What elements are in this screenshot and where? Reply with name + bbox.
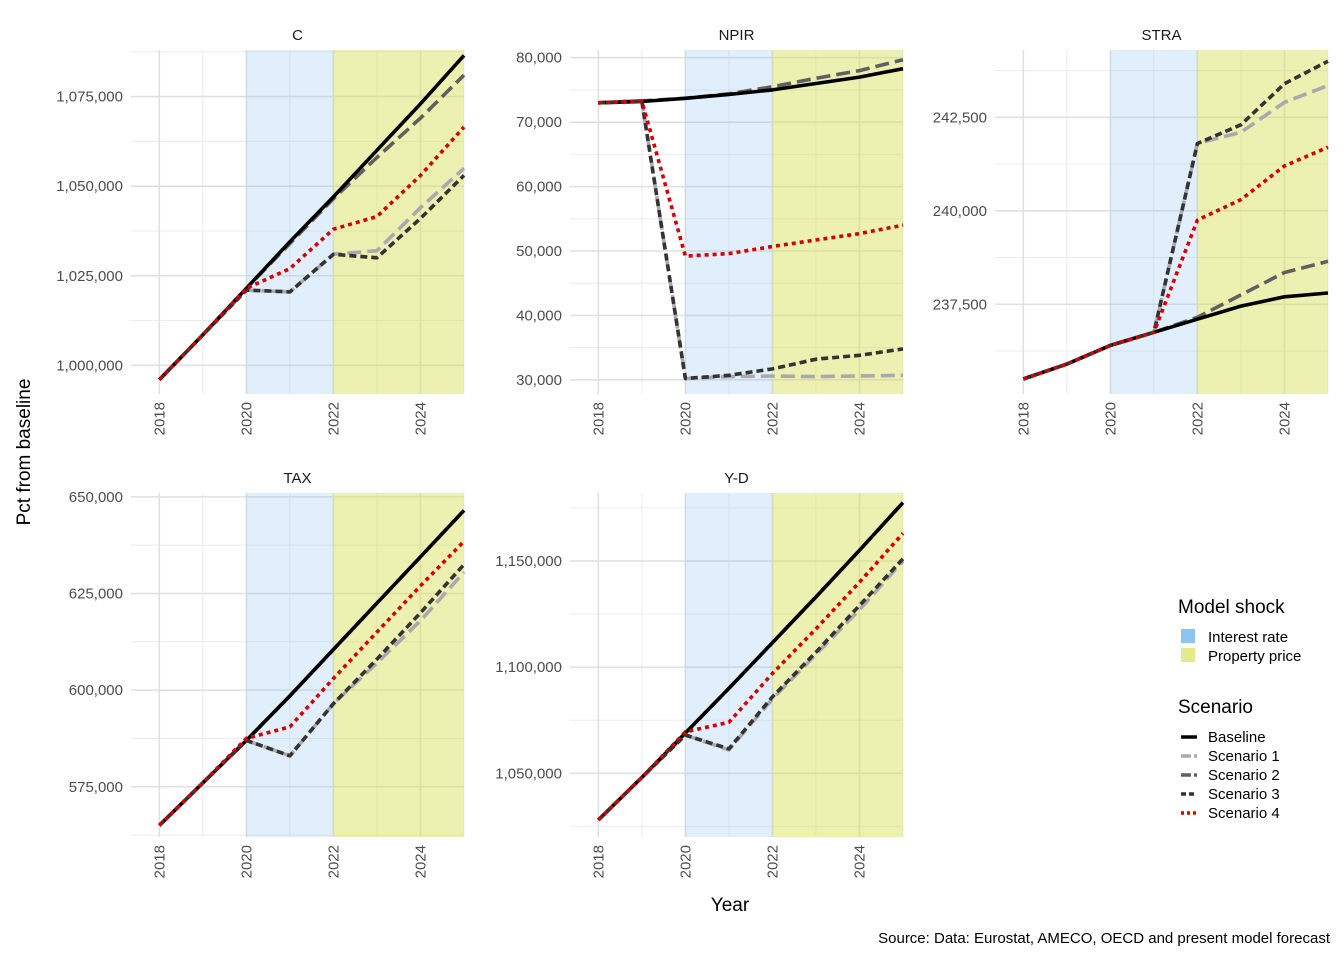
shock-band-property-price xyxy=(1197,50,1328,394)
y-tick-label: 1,075,000 xyxy=(56,89,123,106)
y-tick-label: 1,050,000 xyxy=(56,178,123,195)
x-tick-label: 2022 xyxy=(325,845,342,878)
y-tick-label: 1,050,000 xyxy=(495,765,562,782)
x-axis-title: Year xyxy=(711,895,750,916)
legend-shock-title: Model shock xyxy=(1178,597,1285,618)
legend-label-property-price: Property price xyxy=(1208,648,1301,665)
caption: Source: Data: Eurostat, AMECO, OECD and … xyxy=(878,930,1331,947)
series-line-scenario-4 xyxy=(158,125,466,381)
y-tick-label: 1,150,000 xyxy=(495,553,562,570)
series-line-scenario-4 xyxy=(597,532,905,822)
legend: Model shock Interest rate Property price… xyxy=(1178,597,1301,822)
y-tick-label: 80,000 xyxy=(516,50,562,67)
series-line-scenario-4 xyxy=(1022,145,1329,381)
y-tick-label: 237,500 xyxy=(933,296,987,313)
y-tick-label: 650,000 xyxy=(69,489,123,506)
legend-label-scenario-4: Scenario 4 xyxy=(1208,805,1280,822)
series-line-scenario-3 xyxy=(597,557,905,822)
y-tick-label: 1,100,000 xyxy=(495,659,562,676)
x-tick-label: 2018 xyxy=(1015,402,1032,435)
series-line-baseline xyxy=(598,66,904,105)
strip-title: Y-D xyxy=(724,470,749,487)
legend-scenario-title: Scenario xyxy=(1178,697,1253,718)
series-line-scenario-4 xyxy=(158,540,466,827)
x-tick-label: 2020 xyxy=(677,402,694,435)
y-tick-label: 575,000 xyxy=(69,779,123,796)
y-tick-label: 1,000,000 xyxy=(56,357,123,374)
shock-band-interest-rate xyxy=(246,50,334,394)
shock-band-property-price xyxy=(333,493,464,837)
shock-band-property-price xyxy=(772,493,903,837)
x-tick-label: 2018 xyxy=(590,402,607,435)
y-tick-label: 40,000 xyxy=(516,307,562,324)
y-tick-label: 240,000 xyxy=(933,203,987,220)
x-tick-label: 2022 xyxy=(325,402,342,435)
panel-stra: STRA 237,500 240,000 242,500 2018 2020 2022 202… xyxy=(933,27,1329,435)
series-line-baseline xyxy=(1022,291,1329,381)
y-tick-label: 60,000 xyxy=(516,179,562,196)
x-tick-label: 2022 xyxy=(764,402,781,435)
series-line-scenario-3 xyxy=(1022,59,1329,381)
legend-label-scenario-1: Scenario 1 xyxy=(1208,748,1280,765)
panel-y-d: Y-D 1,050,000 1,100,000 1,150,000 2018 2020 20… xyxy=(495,470,905,878)
strip-title: STRA xyxy=(1141,27,1181,44)
series-line-scenario-3 xyxy=(598,99,904,381)
legend-key-interest-rate xyxy=(1181,629,1195,643)
x-tick-label: 2018 xyxy=(151,845,168,878)
y-tick-label: 242,500 xyxy=(933,109,987,126)
x-tick-label: 2020 xyxy=(238,845,255,878)
x-tick-label: 2024 xyxy=(851,845,868,878)
x-tick-label: 2020 xyxy=(677,845,694,878)
x-tick-label: 2018 xyxy=(590,845,607,878)
x-tick-label: 2020 xyxy=(1102,402,1119,435)
legend-label-baseline: Baseline xyxy=(1208,729,1266,746)
series-line-scenario-3 xyxy=(158,563,466,827)
panel-tax: TAX 575,000 600,000 625,000 650,000 2018 2020 2… xyxy=(69,470,466,878)
strip-title: NPIR xyxy=(719,27,755,44)
y-tick-label: 50,000 xyxy=(516,243,562,260)
x-tick-label: 2024 xyxy=(851,402,868,435)
shock-band-interest-rate xyxy=(1110,50,1198,394)
x-tick-label: 2022 xyxy=(1189,402,1206,435)
panel-npir: NPIR 30,000 40,000 50,000 60,000 70,000 80,000… xyxy=(516,27,904,435)
legend-label-scenario-2: Scenario 2 xyxy=(1208,767,1280,784)
x-tick-label: 2018 xyxy=(151,402,168,435)
y-tick-label: 30,000 xyxy=(516,372,562,389)
legend-label-scenario-3: Scenario 3 xyxy=(1208,786,1280,803)
shock-band-interest-rate xyxy=(685,493,773,837)
x-tick-label: 2024 xyxy=(412,845,429,878)
x-tick-label: 2024 xyxy=(412,402,429,435)
y-tick-label: 70,000 xyxy=(516,114,562,131)
y-tick-label: 1,025,000 xyxy=(56,268,123,285)
strip-title: TAX xyxy=(283,470,311,487)
x-tick-label: 2022 xyxy=(764,845,781,878)
shock-band-property-price xyxy=(333,50,464,394)
x-tick-label: 2020 xyxy=(238,402,255,435)
legend-key-property-price xyxy=(1181,648,1195,662)
legend-label-interest-rate: Interest rate xyxy=(1208,629,1288,646)
y-tick-label: 625,000 xyxy=(69,585,123,602)
x-tick-label: 2024 xyxy=(1276,402,1293,435)
y-tick-label: 600,000 xyxy=(69,682,123,699)
shock-band-property-price xyxy=(772,50,903,394)
shock-band-interest-rate xyxy=(685,50,773,394)
panel-c: C 1,000,000 1,025,000 1,050,000 1,075,000 201… xyxy=(56,27,466,435)
y-axis-title: Pct from baseline xyxy=(14,379,35,526)
strip-title: C xyxy=(292,27,303,44)
